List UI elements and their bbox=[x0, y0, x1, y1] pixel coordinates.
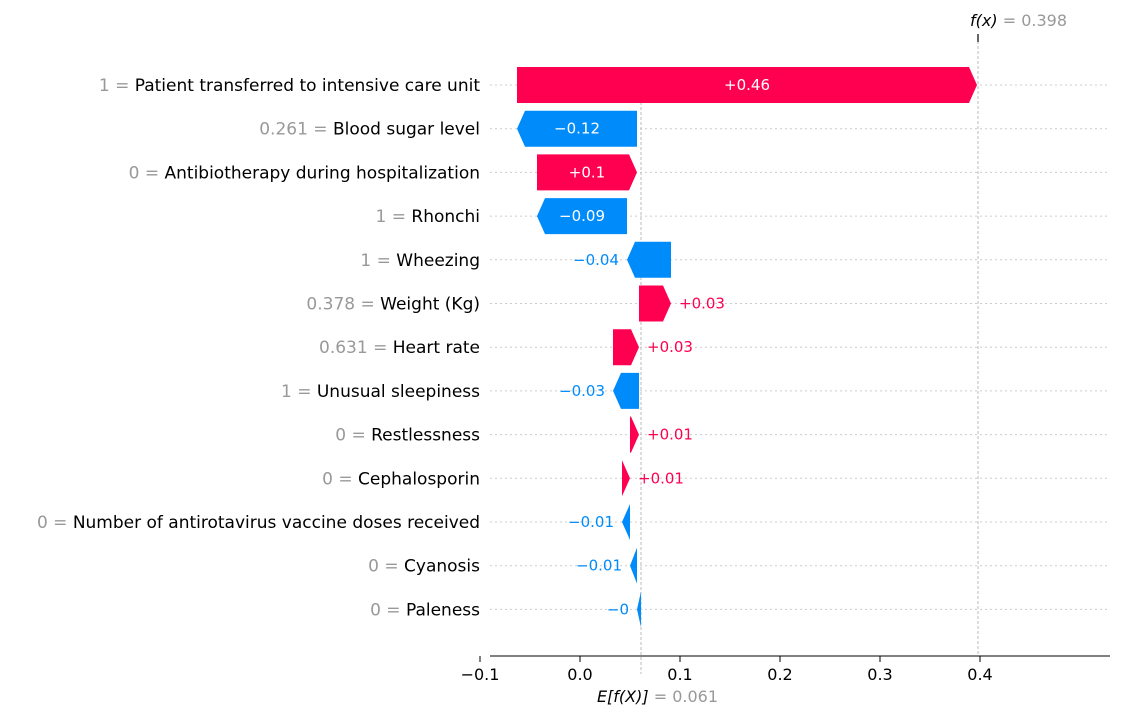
bar-value-label: −0.01 bbox=[576, 557, 622, 575]
x-tick-label: 0.1 bbox=[667, 665, 692, 684]
bar-value-label: −0.09 bbox=[559, 207, 605, 225]
feature-value: 0 = bbox=[335, 426, 371, 446]
contribution-bar bbox=[517, 67, 977, 103]
output-label: f(x) bbox=[970, 11, 998, 30]
x-tick-label: 0.2 bbox=[767, 665, 792, 684]
bar-value-label: +0.03 bbox=[679, 295, 725, 313]
contribution-bar bbox=[537, 154, 637, 191]
feature-label: 1 = Rhonchi bbox=[376, 207, 480, 227]
grid-layer bbox=[490, 84, 1110, 610]
x-axis: −0.1 0.0 0.1 0.2 0.3 0.4 bbox=[461, 655, 1110, 684]
base-label: E[f(X)] bbox=[597, 687, 649, 706]
bar-value-label: −0 bbox=[607, 600, 629, 618]
contribution-bar bbox=[630, 416, 639, 453]
contribution-bar bbox=[613, 372, 639, 409]
x-tick-label: 0.3 bbox=[867, 665, 892, 684]
x-tick-label: 0.4 bbox=[967, 665, 992, 684]
feature-value: 0.378 = bbox=[306, 295, 380, 315]
feature-value: 0 = bbox=[37, 513, 73, 533]
feature-value: 0 = bbox=[368, 557, 404, 577]
bar-value-label: −0.04 bbox=[573, 251, 619, 269]
feature-value: 0.631 = bbox=[319, 338, 393, 358]
feature-name: Weight (Kg) bbox=[380, 295, 480, 315]
feature-label: 0 = Cephalosporin bbox=[322, 469, 480, 489]
contribution-bar bbox=[630, 547, 637, 584]
feature-value: 1 = bbox=[376, 207, 412, 227]
reference-lines bbox=[640, 34, 979, 674]
output-value: 0.398 bbox=[1021, 11, 1067, 30]
feature-name: Unusual sleepiness bbox=[317, 382, 480, 402]
feature-value: 0 = bbox=[129, 163, 165, 183]
feature-label: 1 = Wheezing bbox=[360, 251, 480, 271]
feature-name: Paleness bbox=[406, 600, 480, 620]
bar-value-label: −0.03 bbox=[559, 382, 605, 400]
feature-label: 0.631 = Heart rate bbox=[319, 338, 480, 358]
feature-name: Cyanosis bbox=[404, 557, 480, 577]
base-value: 0.061 bbox=[672, 687, 718, 706]
contribution-bar bbox=[639, 285, 671, 322]
bar-value-label: +0.46 bbox=[724, 76, 770, 94]
contribution-bar bbox=[627, 241, 671, 278]
feature-label: 1 = Unusual sleepiness bbox=[281, 382, 480, 402]
bar-value-label: −0.01 bbox=[568, 513, 614, 531]
feature-label: 0.378 = Weight (Kg) bbox=[306, 295, 480, 315]
contribution-bar bbox=[637, 591, 641, 628]
bar-value-label: +0.01 bbox=[647, 426, 693, 444]
contribution-bar bbox=[622, 460, 630, 497]
contribution-bar bbox=[517, 110, 637, 147]
feature-value: 0 = bbox=[322, 469, 358, 489]
feature-name: Patient transferred to intensive care un… bbox=[135, 76, 481, 96]
bar-value-label: +0.03 bbox=[647, 338, 693, 356]
feature-label: 1 = Patient transferred to intensive car… bbox=[99, 76, 480, 96]
feature-name: Heart rate bbox=[393, 338, 480, 358]
feature-name: Wheezing bbox=[396, 251, 480, 271]
feature-name: Blood sugar level bbox=[333, 120, 480, 140]
contribution-bars: +0.46 −0.12 +0.1 −0.09 −0.04 +0.03 +0.03 −0.03 +… bbox=[517, 67, 977, 628]
x-tick-label: 0.0 bbox=[567, 665, 592, 684]
feature-label: 0 = Cyanosis bbox=[368, 557, 480, 577]
feature-name: Number of antirotavirus vaccine doses re… bbox=[73, 513, 480, 533]
bar-value-label: −0.12 bbox=[554, 120, 600, 138]
base-value-annotation: E[f(X)] = 0.061 bbox=[597, 687, 718, 706]
feature-name: Cephalosporin bbox=[358, 469, 480, 489]
contribution-bar bbox=[613, 329, 639, 366]
feature-value: 1 = bbox=[360, 251, 396, 271]
feature-label: 0 = Number of antirotavirus vaccine dose… bbox=[37, 513, 480, 533]
feature-name: Antibiotherapy during hospitalization bbox=[165, 163, 481, 183]
feature-label: 0.261 = Blood sugar level bbox=[259, 120, 480, 140]
feature-label: 0 = Antibiotherapy during hospitalizatio… bbox=[129, 163, 480, 183]
feature-labels: 1 = Patient transferred to intensive car… bbox=[37, 76, 480, 620]
contribution-bar bbox=[537, 198, 627, 235]
feature-name: Restlessness bbox=[371, 426, 480, 446]
output-equals: = bbox=[998, 11, 1022, 30]
feature-name: Rhonchi bbox=[411, 207, 480, 227]
feature-value: 0 = bbox=[370, 600, 406, 620]
base-equals: = bbox=[649, 687, 673, 706]
bar-value-label: +0.1 bbox=[569, 163, 605, 181]
output-value-annotation: f(x) = 0.398 bbox=[970, 11, 1067, 30]
x-tick-label: −0.1 bbox=[461, 665, 500, 684]
feature-value: 0.261 = bbox=[259, 120, 333, 140]
contribution-bar bbox=[622, 504, 630, 540]
feature-value: 1 = bbox=[281, 382, 317, 402]
feature-label: 0 = Paleness bbox=[370, 600, 480, 620]
feature-label: 0 = Restlessness bbox=[335, 426, 480, 446]
svg-text:E[f(X)] = 0.061: E[f(X)] = 0.061 bbox=[597, 687, 718, 706]
svg-text:f(x) = 0.398: f(x) = 0.398 bbox=[970, 11, 1067, 30]
feature-value: 1 = bbox=[99, 76, 135, 96]
bar-value-label: +0.01 bbox=[638, 469, 684, 487]
